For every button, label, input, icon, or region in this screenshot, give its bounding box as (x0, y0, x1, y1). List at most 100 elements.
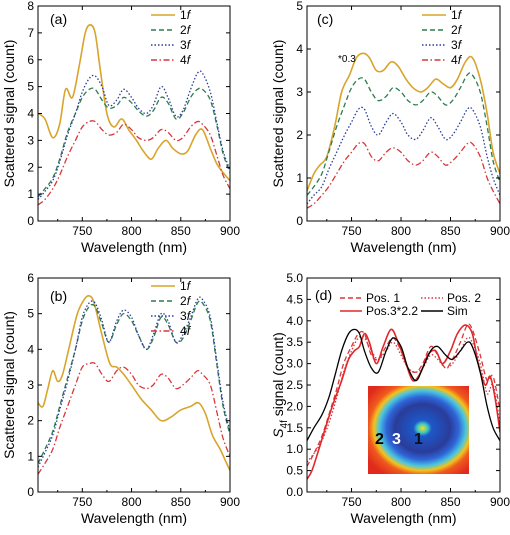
series-line-c-3f (307, 106, 500, 205)
y-tick-label-a: 2 (27, 160, 34, 174)
legend-label-f: f (187, 23, 192, 37)
panel-d-label: (d) (315, 287, 332, 303)
x-tick-label-a: 850 (171, 224, 191, 238)
legend-label-number: 3 (451, 38, 458, 52)
legend-label-number: 3 (180, 38, 187, 52)
y-axis-label-c: Scattered signal (count) (270, 40, 286, 188)
x-axis-label-b: Wavelength (nm) (81, 510, 187, 526)
x-tick-label-a: 900 (220, 224, 240, 238)
legend-label-c: 2f (451, 23, 463, 37)
y-tick-label-b: 3 (27, 378, 34, 392)
x-tick-label-c: 850 (440, 224, 460, 238)
series-line-b-3f (38, 296, 230, 468)
y-tick-label-a: 4 (27, 107, 34, 121)
y-tick-label-d: 3.5 (286, 335, 303, 349)
y-tick-label-c: 5 (296, 0, 303, 13)
y-tick-label-d: 2.0 (286, 399, 303, 413)
series-line-c-2f (307, 72, 500, 196)
panel-b-label: (b) (50, 288, 67, 304)
y-tick-label-c: 2 (296, 128, 303, 142)
y-tick-label-c: 4 (296, 42, 303, 56)
y-tick-label-b: 0 (27, 485, 34, 499)
y-tick-label-a: 8 (27, 0, 34, 13)
legend-label-a: 3f (180, 38, 192, 52)
legend-label-f: f (187, 324, 192, 338)
y-tick-label-a: 3 (27, 133, 34, 147)
y-tick-label-d: 3.0 (286, 357, 303, 371)
panel-d-inset: 2 3 1 (368, 386, 469, 474)
y-tick-label-b: 2 (27, 414, 34, 428)
y-tick-label-b: 4 (27, 342, 34, 356)
series-line-d-sim (307, 328, 500, 441)
series-line-a-3f (38, 70, 230, 200)
panel-b-series (38, 294, 230, 475)
x-tick-label-d: 900 (490, 495, 510, 509)
series-line-a-2f (38, 87, 230, 198)
series-line-d-pos-3-2-2 (307, 324, 500, 480)
legend-label-d: Pos. 1 (366, 291, 400, 305)
legend-label-c: 4f (451, 53, 463, 67)
y-tick-label-c: 3 (296, 85, 303, 99)
y-tick-label-d: 2.5 (286, 378, 303, 392)
panel-d: 2 3 1 750 800 850 900 0.0 0.5 1.0 1.5 2.0 2.5 3.0 3… (270, 271, 510, 526)
legend-label-number: 1 (180, 8, 187, 22)
x-tick-label-c: 800 (391, 224, 411, 238)
panel-a-series (38, 24, 230, 206)
y-tick-label-a: 6 (27, 53, 34, 67)
y-tick-label-c: 1 (296, 171, 303, 185)
x-tick-label-d: 750 (342, 495, 362, 509)
series-line-a-4f (38, 120, 230, 206)
y-tick-label-d: 4.0 (286, 314, 303, 328)
y-tick-label-a: 7 (27, 26, 34, 40)
series-line-a-1f (38, 24, 230, 182)
legend-label-c: 1f (451, 8, 463, 22)
legend-label-c: 3f (451, 38, 463, 52)
y-tick-label-d: 0.0 (286, 485, 303, 499)
y-axis-label-a: Scattered signal (count) (1, 40, 17, 188)
legend-label-b: 3f (180, 309, 192, 323)
y-tick-label-c: 0 (296, 214, 303, 228)
panel-d-axes: 750 800 850 900 0.0 0.5 1.0 1.5 2.0 2.5 3.0 3.5 4.0 4… (270, 271, 510, 526)
legend-label-number: 4 (180, 324, 187, 338)
legend-label-f: f (187, 294, 192, 308)
legend-label-f: f (187, 279, 192, 293)
series-line-b-4f (38, 362, 230, 475)
panel-c-annotation: *0.3 (338, 54, 356, 65)
inset-label-3: 3 (392, 431, 401, 448)
x-tick-label-b: 900 (220, 495, 240, 509)
inset-label-2: 2 (375, 431, 384, 448)
plot-frame-a (37, 5, 231, 222)
legend-label-f: f (458, 8, 463, 22)
x-tick-label-b: 750 (72, 495, 92, 509)
y-tick-label-d: 5.0 (286, 271, 303, 285)
inset-map (368, 386, 469, 474)
panel-d-series (307, 323, 500, 480)
legend-label-number: 2 (180, 294, 187, 308)
y-tick-label-a: 0 (27, 214, 34, 228)
legend-label-f: f (458, 23, 463, 37)
legend-label-f: f (187, 53, 192, 67)
inset-label-1: 1 (414, 431, 423, 448)
legend-label-d: Sim (447, 304, 468, 318)
x-tick-label-d: 850 (440, 495, 460, 509)
series-line-c-1f (307, 52, 500, 192)
legend-label-a: 2f (180, 23, 192, 37)
y-tick-label-d: 0.5 (286, 464, 303, 478)
legend-label-number: 3 (180, 309, 187, 323)
y-tick-label-a: 5 (27, 80, 34, 94)
y-axis-label-rest: signal (count) (270, 332, 286, 420)
legend-label-f: f (187, 309, 192, 323)
y-tick-label-d: 1.0 (286, 442, 303, 456)
x-axis-label-d: Wavelength (nm) (350, 510, 456, 526)
series-line-c-4f (307, 141, 500, 209)
x-tick-label-c: 750 (342, 224, 362, 238)
y-tick-label-a: 1 (27, 187, 34, 201)
legend-label-f: f (187, 38, 192, 52)
